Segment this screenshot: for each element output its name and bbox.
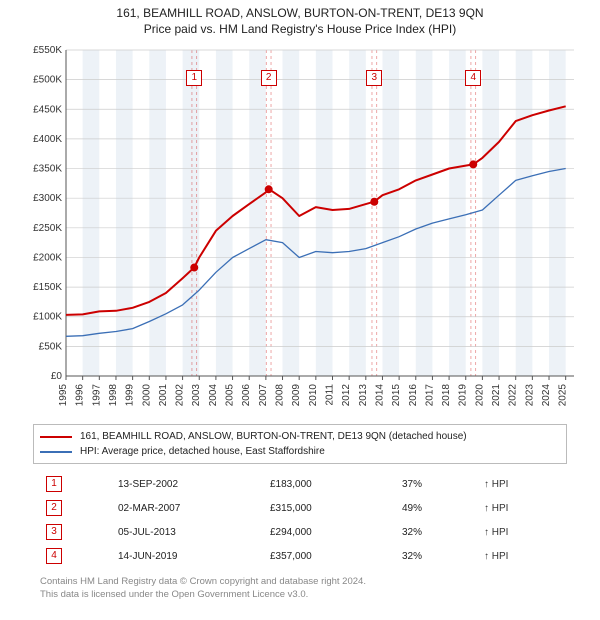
svg-text:1999: 1999 xyxy=(125,384,136,407)
tx-date: 02-MAR-2007 xyxy=(112,496,264,520)
svg-text:2006: 2006 xyxy=(241,384,252,407)
tx-pct: 49% xyxy=(396,496,478,520)
footer-line: This data is licensed under the Open Gov… xyxy=(40,589,560,602)
tx-note: ↑ HPI xyxy=(478,544,560,568)
svg-text:1995: 1995 xyxy=(58,384,69,407)
tx-date: 14-JUN-2019 xyxy=(112,544,264,568)
svg-text:2019: 2019 xyxy=(458,384,469,407)
tx-price: £183,000 xyxy=(264,472,396,496)
footer-line: Contains HM Land Registry data © Crown c… xyxy=(40,576,560,589)
table-row: 3 05-JUL-2013£294,00032%↑ HPI xyxy=(40,520,560,544)
svg-text:1996: 1996 xyxy=(75,384,86,407)
page-title-1: 161, BEAMHILL ROAD, ANSLOW, BURTON-ON-TR… xyxy=(0,6,600,20)
tx-pct: 32% xyxy=(396,520,478,544)
svg-text:2011: 2011 xyxy=(324,384,335,406)
svg-text:£350K: £350K xyxy=(33,164,62,175)
chart-marker-label: 3 xyxy=(366,70,382,86)
legend-row: 161, BEAMHILL ROAD, ANSLOW, BURTON-ON-TR… xyxy=(40,429,560,444)
tx-pct: 37% xyxy=(396,472,478,496)
svg-text:£400K: £400K xyxy=(33,134,62,145)
svg-text:2020: 2020 xyxy=(474,384,485,407)
tx-price: £315,000 xyxy=(264,496,396,520)
svg-text:2024: 2024 xyxy=(541,384,552,407)
svg-text:2022: 2022 xyxy=(508,384,519,407)
svg-text:2008: 2008 xyxy=(275,384,286,407)
tx-marker: 4 xyxy=(46,548,62,564)
legend-swatch xyxy=(40,451,72,453)
svg-text:2023: 2023 xyxy=(524,384,535,407)
svg-text:£200K: £200K xyxy=(33,252,62,263)
chart-svg: £0 £50K £100K £150K £200K £250K £300K £350K £400… xyxy=(20,44,580,414)
svg-text:£50K: £50K xyxy=(39,341,63,352)
svg-text:2013: 2013 xyxy=(358,384,369,407)
svg-text:2018: 2018 xyxy=(441,384,452,407)
tx-price: £294,000 xyxy=(264,520,396,544)
footer: Contains HM Land Registry data © Crown c… xyxy=(40,576,560,602)
legend-row: HPI: Average price, detached house, East… xyxy=(40,444,560,459)
tx-marker: 1 xyxy=(46,476,62,492)
svg-text:1998: 1998 xyxy=(108,384,119,407)
tx-date: 13-SEP-2002 xyxy=(112,472,264,496)
legend-label: 161, BEAMHILL ROAD, ANSLOW, BURTON-ON-TR… xyxy=(80,429,467,444)
svg-text:2012: 2012 xyxy=(341,384,352,407)
tx-note: ↑ HPI xyxy=(478,520,560,544)
svg-text:£300K: £300K xyxy=(33,193,62,204)
svg-text:2007: 2007 xyxy=(258,384,269,407)
svg-text:2010: 2010 xyxy=(308,384,319,407)
tx-marker: 3 xyxy=(46,524,62,540)
tx-marker: 2 xyxy=(46,500,62,516)
svg-text:2009: 2009 xyxy=(291,384,302,407)
tx-price: £357,000 xyxy=(264,544,396,568)
legend-label: HPI: Average price, detached house, East… xyxy=(80,444,325,459)
svg-text:2017: 2017 xyxy=(424,384,435,407)
chart-marker-label: 2 xyxy=(261,70,277,86)
svg-text:£550K: £550K xyxy=(33,45,62,56)
transactions-table: 113-SEP-2002£183,00037%↑ HPI202-MAR-2007… xyxy=(40,472,560,568)
svg-text:£450K: £450K xyxy=(33,104,62,115)
svg-text:2025: 2025 xyxy=(558,384,569,407)
legend-swatch xyxy=(40,436,72,438)
price-chart: £0 £50K £100K £150K £200K £250K £300K £350K £400… xyxy=(20,44,580,414)
svg-text:2014: 2014 xyxy=(374,384,385,407)
tx-note: ↑ HPI xyxy=(478,472,560,496)
svg-text:2000: 2000 xyxy=(141,384,152,407)
svg-text:2021: 2021 xyxy=(491,384,502,407)
tx-note: ↑ HPI xyxy=(478,496,560,520)
svg-text:2004: 2004 xyxy=(208,384,219,407)
svg-text:£500K: £500K xyxy=(33,75,62,86)
chart-marker-label: 1 xyxy=(186,70,202,86)
tx-pct: 32% xyxy=(396,544,478,568)
page-title-2: Price paid vs. HM Land Registry's House … xyxy=(0,22,600,36)
legend: 161, BEAMHILL ROAD, ANSLOW, BURTON-ON-TR… xyxy=(33,424,567,464)
svg-text:2001: 2001 xyxy=(158,384,169,407)
svg-text:£150K: £150K xyxy=(33,282,62,293)
chart-marker-label: 4 xyxy=(465,70,481,86)
table-row: 4 14-JUN-2019£357,00032%↑ HPI xyxy=(40,544,560,568)
tx-date: 05-JUL-2013 xyxy=(112,520,264,544)
svg-text:£0: £0 xyxy=(51,371,63,382)
table-row: 1 13-SEP-2002£183,00037%↑ HPI xyxy=(40,472,560,496)
svg-text:2003: 2003 xyxy=(191,384,202,407)
svg-text:2016: 2016 xyxy=(408,384,419,407)
svg-text:£250K: £250K xyxy=(33,223,62,234)
svg-text:1997: 1997 xyxy=(91,384,102,407)
svg-text:2005: 2005 xyxy=(225,384,236,407)
table-row: 2 02-MAR-2007£315,00049%↑ HPI xyxy=(40,496,560,520)
svg-text:£100K: £100K xyxy=(33,312,62,323)
svg-text:2002: 2002 xyxy=(175,384,186,407)
svg-text:2015: 2015 xyxy=(391,384,402,407)
